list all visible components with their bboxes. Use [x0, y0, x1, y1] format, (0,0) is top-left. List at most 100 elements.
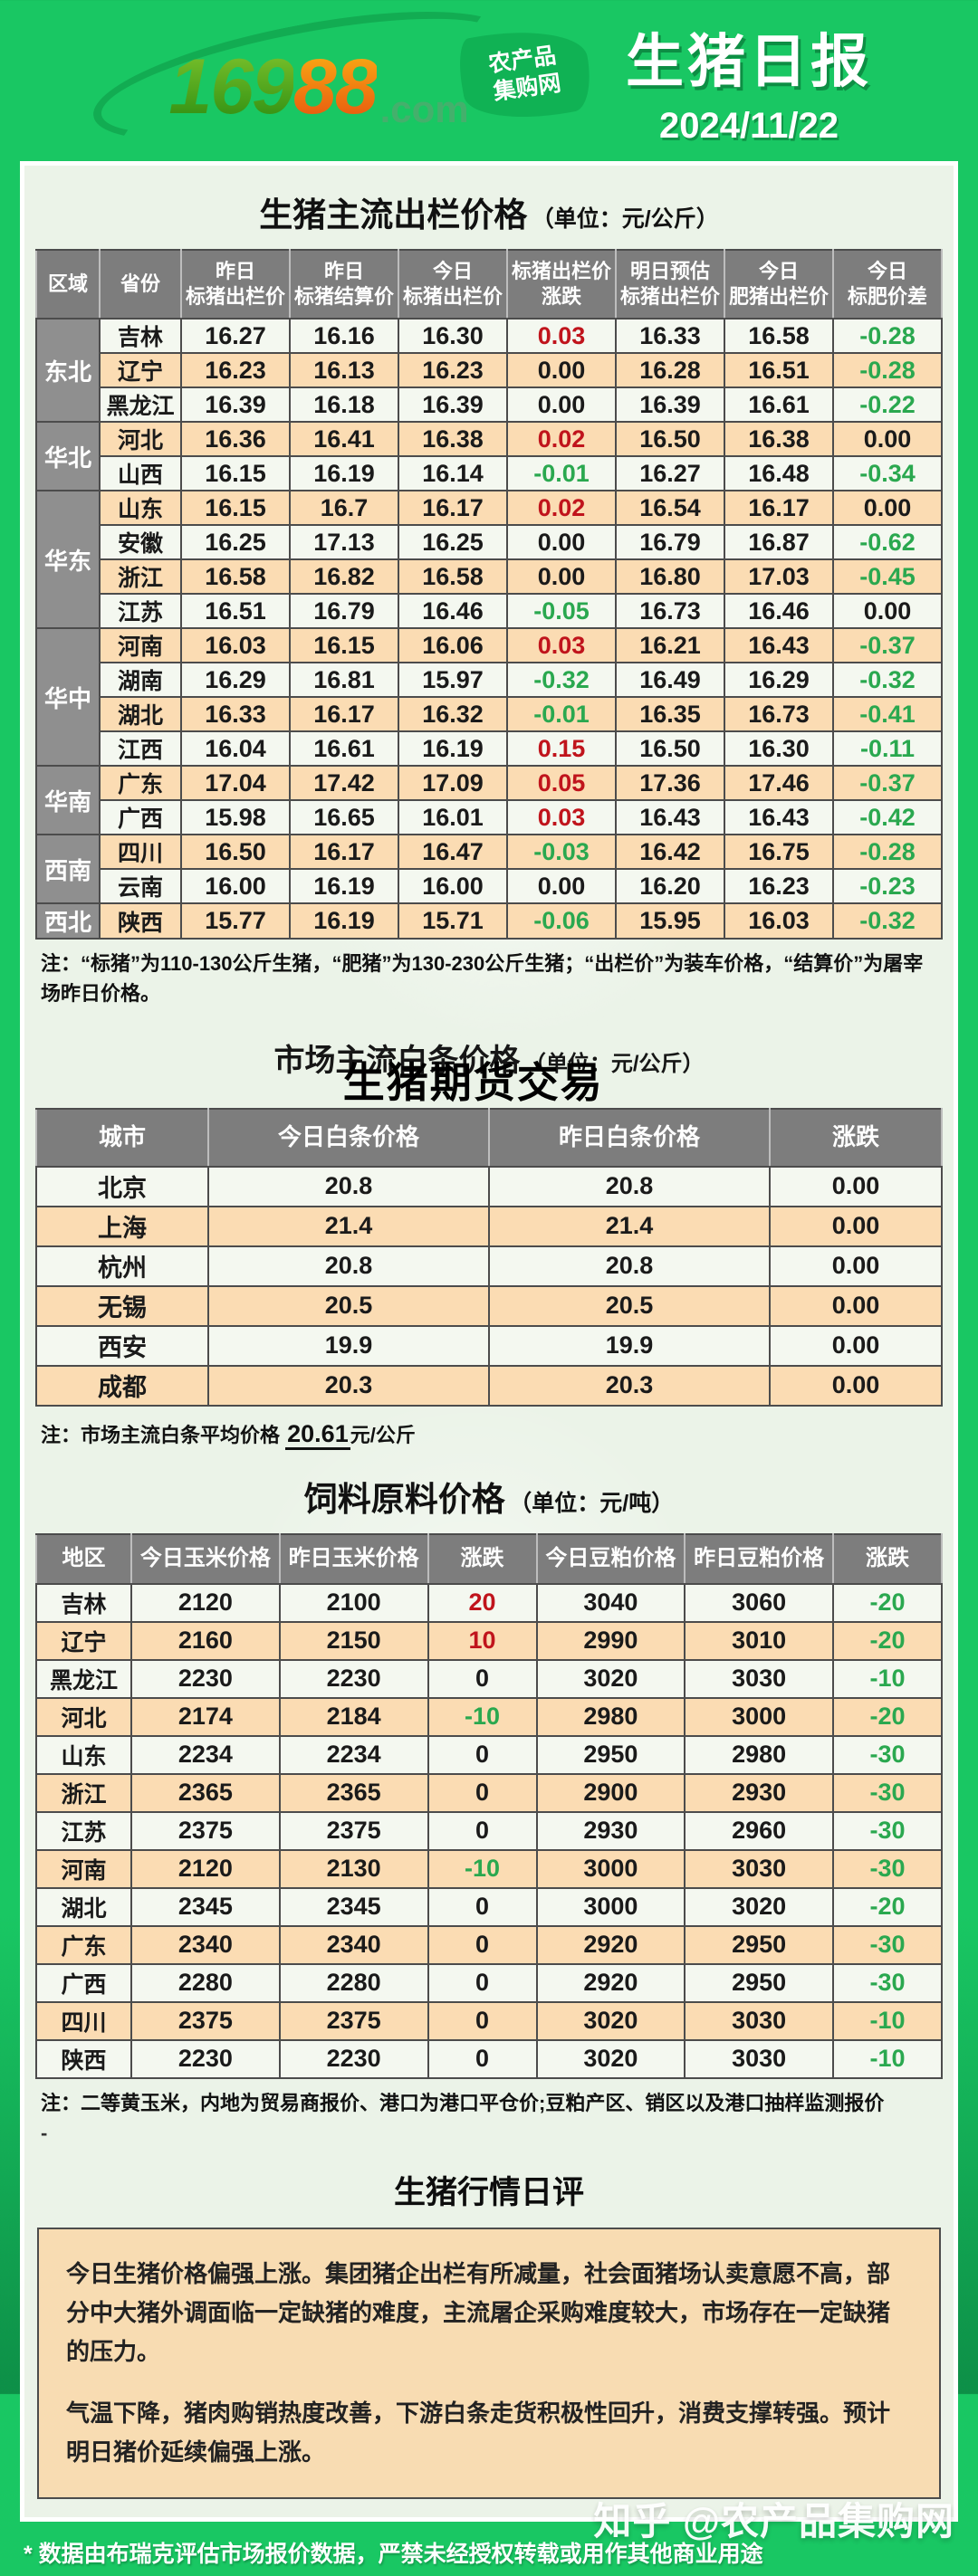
table-cell: 20.8 — [488, 1165, 771, 1207]
table-cell: 2930 — [535, 1810, 686, 1851]
table-cell: 2980 — [535, 1696, 686, 1737]
table-row: 河南 2120 2130 -10 3000 3030 -30 — [35, 1848, 943, 1889]
table-cell: 2365 — [130, 1772, 281, 1813]
table-cell: -10 — [832, 2000, 943, 2041]
table-cell: 3040 — [535, 1582, 686, 1623]
table-cell: -0.45 — [832, 558, 943, 596]
table-cell: 16.19 — [289, 868, 399, 905]
table-row: 广西 15.98 16.65 16.01 0.03 16.43 16.43 -0.42 — [36, 799, 943, 836]
table-cell: 2345 — [130, 1886, 281, 1927]
table-cell: 3060 — [684, 1582, 834, 1623]
table-row: 浙江 16.58 16.82 16.58 0.00 16.80 17.03 -0.45 — [36, 558, 943, 596]
table-cell: 2120 — [130, 1848, 281, 1889]
table-row: 西南 四川 16.50 16.17 16.47 -0.03 16.42 16.75 -0.28 — [35, 834, 943, 905]
table-cell: 江西 — [99, 730, 182, 768]
table-cell: 0.00 — [506, 868, 617, 905]
table-cell: 16.38 — [724, 421, 834, 458]
table-cell: 2950 — [535, 1734, 686, 1775]
baitiao-note-prefix: 注：市场主流白条平均价格 — [41, 1423, 281, 1446]
table-cell: 0 — [427, 1734, 538, 1775]
table-cell: 0.00 — [769, 1324, 943, 1367]
table-cell: 16.17 — [289, 696, 399, 733]
table-cell: 16.19 — [289, 902, 399, 940]
table-cell: 16.73 — [615, 593, 725, 630]
baitiao-price-table: 城市 今日白条价格 昨日白条价格 涨跌 北京 20.8 20.8 0.00 上海 21.4 21.4… — [35, 1108, 943, 1407]
table-row: 东北 吉林 16.27 16.16 16.30 0.03 16.33 16.58 -0.28 — [35, 318, 943, 424]
table-cell: 2960 — [684, 1810, 834, 1851]
logo-domain-suffix: .com — [379, 88, 469, 130]
table-cell: 广西 — [99, 799, 182, 836]
table-cell: 16.03 — [724, 902, 834, 940]
column-header: 今日 肥猪出栏价 — [724, 248, 834, 320]
table-cell: 山东 — [99, 490, 182, 527]
region-cell: 华北 — [35, 421, 101, 492]
table-cell: 16.16 — [289, 318, 399, 355]
region-cell: 西北 — [35, 902, 101, 940]
table-cell: 0.00 — [769, 1284, 943, 1327]
table-cell: 3030 — [684, 1658, 834, 1699]
table-cell: 16.18 — [289, 386, 399, 424]
table-cell: 0 — [427, 1962, 538, 2003]
table-cell: 16.39 — [180, 386, 291, 424]
table-cell: 0.00 — [506, 524, 617, 561]
table-cell: 17.36 — [615, 765, 725, 802]
table-cell: 无锡 — [35, 1284, 209, 1327]
baitiao-note: 注：市场主流白条平均价格 20.61元/公斤 — [41, 1416, 937, 1453]
table-cell: 2234 — [278, 1734, 429, 1775]
table-cell: 2230 — [278, 1658, 429, 1699]
table-cell: -0.28 — [832, 834, 943, 871]
table-cell: 16.51 — [724, 352, 834, 389]
table-cell: -0.05 — [506, 593, 617, 630]
table-cell: 16.43 — [724, 799, 834, 836]
table-cell: -30 — [832, 1772, 943, 1813]
table-cell: 3020 — [535, 2000, 686, 2041]
table-cell: 辽宁 — [35, 1620, 132, 1661]
column-header: 省份 — [99, 248, 182, 320]
table-cell: 0.00 — [769, 1205, 943, 1247]
table-cell: 3030 — [684, 2038, 834, 2079]
table-cell: 16.00 — [180, 868, 291, 905]
table-cell: -0.42 — [832, 799, 943, 836]
table-cell: 16.49 — [615, 662, 725, 699]
table-cell: 0.02 — [506, 421, 617, 458]
table-row: 上海 21.4 21.4 0.00 — [35, 1205, 943, 1247]
table-cell: 16.33 — [180, 696, 291, 733]
table-cell: 15.95 — [615, 902, 725, 940]
table-row: 无锡 20.5 20.5 0.00 — [35, 1284, 943, 1327]
table-cell: 0.00 — [832, 490, 943, 527]
table-cell: 2930 — [684, 1772, 834, 1813]
table-cell: 16.46 — [398, 593, 508, 630]
table-cell: -0.34 — [832, 455, 943, 492]
daily-review-box: 今日生猪价格偏强上涨。集团猪企出栏有所减量，社会面猪场认卖意愿不高，部分中大猪外… — [37, 2227, 941, 2500]
region-cell: 西南 — [35, 834, 101, 905]
table-row: 安徽 16.25 17.13 16.25 0.00 16.79 16.87 -0.62 — [36, 524, 943, 561]
table-cell: 15.98 — [180, 799, 291, 836]
table-cell: 陕西 — [35, 2038, 132, 2079]
main-panel: 生猪主流出栏价格 （单位：元/公斤） 区域 省份 昨日 标猪出栏价 昨日 标猪结算价今… — [20, 161, 958, 2523]
section-title-pig-price: 生猪主流出栏价格 （单位：元/公斤） — [35, 187, 943, 236]
table-cell: 2950 — [684, 1924, 834, 1965]
column-header: 涨跌 — [832, 1533, 943, 1585]
column-header: 昨日豆粕价格 — [684, 1533, 834, 1585]
table-cell: 16.39 — [398, 386, 508, 424]
region-cell: 东北 — [35, 318, 101, 424]
table-cell: -20 — [832, 1620, 943, 1661]
table-cell: 3000 — [684, 1696, 834, 1737]
table-cell: 16.58 — [180, 558, 291, 596]
report-title: 生猪日报 — [626, 28, 872, 94]
table-cell: 0.00 — [832, 421, 943, 458]
table-cell: 16.17 — [289, 834, 399, 871]
table-row: 山东 2234 2234 0 2950 2980 -30 — [35, 1734, 943, 1775]
table-cell: 16.48 — [724, 455, 834, 492]
table-row: 四川 2375 2375 0 3020 3030 -10 — [35, 2000, 943, 2041]
zhihu-watermark: 知乎 @农产品集购网 — [593, 2500, 954, 2543]
table-cell: 0.00 — [769, 1245, 943, 1287]
table-cell: 16.30 — [724, 730, 834, 768]
table-cell: 20.5 — [207, 1284, 490, 1327]
column-header: 城市 — [35, 1108, 209, 1168]
table-cell: 0.03 — [506, 627, 617, 664]
table-cell: 16.50 — [615, 421, 725, 458]
table-cell: 2375 — [130, 2000, 281, 2041]
table-cell: 浙江 — [99, 558, 182, 596]
table-row: 黑龙江 16.39 16.18 16.39 0.00 16.39 16.61 -0.22 — [36, 386, 943, 424]
